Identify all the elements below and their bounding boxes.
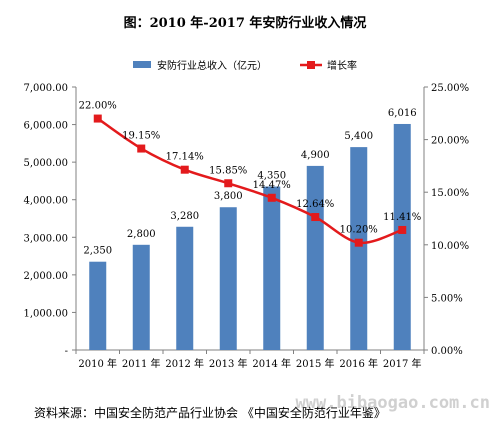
growth-point bbox=[93, 114, 102, 123]
left-tick-label: 4,000.00 bbox=[23, 196, 68, 207]
growth-point bbox=[180, 165, 189, 174]
x-tick-label: 2010 年 bbox=[78, 357, 117, 370]
growth-value-label: 12.64% bbox=[296, 199, 334, 210]
growth-value-label: 10.20% bbox=[340, 225, 378, 236]
legend-bar-swatch bbox=[133, 61, 151, 68]
legend-line-label: 增长率 bbox=[327, 59, 357, 72]
right-tick-label: 10.00% bbox=[431, 241, 469, 252]
bar-value-label: 2,800 bbox=[127, 229, 156, 240]
growth-point bbox=[267, 193, 276, 202]
x-tick-label: 2015 年 bbox=[296, 357, 335, 370]
legend-bar-label: 安防行业总收入（亿元） bbox=[157, 59, 267, 72]
growth-line bbox=[93, 114, 407, 247]
growth-value-label: 22.00% bbox=[79, 101, 117, 112]
left-tick-label: 2,000.00 bbox=[23, 271, 68, 282]
bar-value-label: 4,900 bbox=[301, 150, 330, 161]
chart-title: 图：2010 年-2017 年安防行业收入情况 bbox=[124, 15, 367, 31]
growth-value-label: 11.41% bbox=[383, 212, 421, 223]
growth-value-label: 14.47% bbox=[253, 180, 291, 191]
data-labels: 2,350 2,800 3,280 3,800 4,350 4,900 5,400 6,016… bbox=[79, 101, 422, 257]
right-tick-label: 25.00% bbox=[431, 83, 469, 94]
left-tick-label: 5,000.00 bbox=[23, 158, 68, 169]
bars bbox=[89, 123, 411, 351]
bar bbox=[176, 226, 194, 350]
growth-point bbox=[224, 179, 233, 188]
bar bbox=[350, 147, 368, 350]
growth-value-label: 19.15% bbox=[122, 131, 160, 142]
x-tick-label: 2013 年 bbox=[209, 357, 248, 370]
growth-point bbox=[137, 144, 146, 153]
right-tick-label: 0.00% bbox=[431, 346, 463, 357]
growth-point bbox=[311, 213, 320, 222]
bar-value-label: 5,400 bbox=[344, 131, 373, 142]
bar bbox=[132, 244, 150, 350]
x-tick-label: 2017 年 bbox=[383, 357, 422, 370]
x-tick-label: 2014 年 bbox=[252, 357, 291, 370]
legend-line-marker bbox=[307, 61, 315, 69]
bar bbox=[393, 123, 411, 351]
growth-value-label: 17.14% bbox=[166, 152, 204, 163]
growth-point bbox=[398, 225, 407, 234]
x-tick-label: 2016 年 bbox=[339, 357, 378, 370]
left-tick-label: - bbox=[65, 346, 68, 357]
bar bbox=[89, 261, 107, 350]
bar-value-label: 2,350 bbox=[83, 246, 112, 257]
source-note: 资料来源：中国安全防范产品行业协会 《中国安全防范行业年鉴》 bbox=[34, 405, 386, 420]
axes: - 1,000.00 2,000.00 3,000.00 4,000.00 5,000.0… bbox=[23, 83, 469, 370]
bar bbox=[263, 186, 281, 350]
bar bbox=[219, 207, 237, 350]
x-tick-label: 2012 年 bbox=[165, 357, 204, 370]
watermark: www.bibaogao.com.cn bbox=[296, 393, 490, 413]
left-tick-label: 3,000.00 bbox=[23, 233, 68, 244]
bar-value-label: 4,350 bbox=[257, 171, 286, 182]
bar-value-label: 6,016 bbox=[388, 108, 417, 119]
bar-value-label: 3,280 bbox=[170, 211, 199, 222]
legend: 安防行业总收入（亿元） 增长率 bbox=[133, 59, 357, 72]
right-tick-label: 5.00% bbox=[431, 293, 463, 304]
left-tick-label: 1,000.00 bbox=[23, 308, 68, 319]
right-tick-label: 20.00% bbox=[431, 136, 469, 147]
growth-point bbox=[354, 238, 363, 247]
bar-value-label: 3,800 bbox=[214, 191, 243, 202]
left-tick-label: 7,000.00 bbox=[23, 83, 68, 94]
left-tick-label: 6,000.00 bbox=[23, 121, 68, 132]
right-tick-label: 15.00% bbox=[431, 188, 469, 199]
growth-value-label: 15.85% bbox=[209, 165, 247, 176]
x-tick-label: 2011 年 bbox=[122, 357, 161, 370]
bar bbox=[306, 165, 324, 350]
